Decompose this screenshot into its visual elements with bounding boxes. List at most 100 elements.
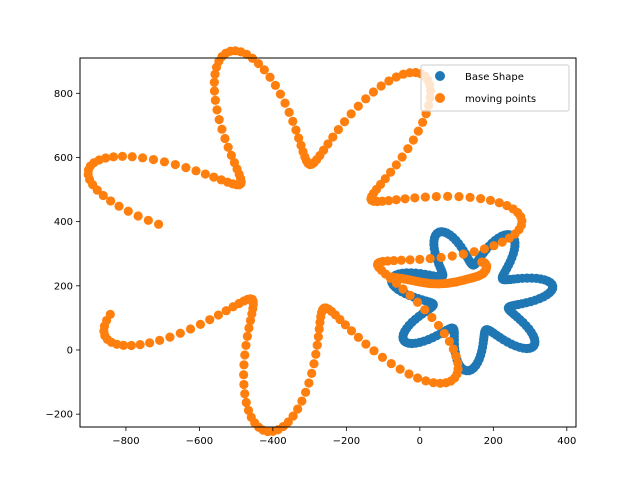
moving-point xyxy=(395,364,405,374)
moving-point xyxy=(209,172,219,182)
moving-point xyxy=(297,396,307,406)
moving-point xyxy=(427,312,437,323)
moving-point xyxy=(304,378,314,388)
moving-point xyxy=(118,340,129,350)
legend-marker-base-shape xyxy=(435,71,445,81)
moving-point xyxy=(242,331,252,341)
moving-point xyxy=(328,132,338,142)
moving-point xyxy=(448,344,458,354)
moving-point xyxy=(135,340,145,350)
moving-point xyxy=(138,153,148,163)
moving-point xyxy=(213,310,224,320)
moving-point xyxy=(106,196,116,206)
y-tick-label: 0 xyxy=(67,345,73,356)
moving-point xyxy=(397,152,407,162)
moving-point xyxy=(240,350,250,360)
moving-point xyxy=(314,324,324,334)
moving-point xyxy=(339,117,350,127)
moving-point xyxy=(494,198,504,208)
moving-point xyxy=(244,323,254,333)
moving-point xyxy=(377,352,388,362)
moving-point xyxy=(415,254,425,264)
moving-point xyxy=(431,191,441,202)
x-tick-label: 200 xyxy=(484,436,503,447)
x-tick-label: −400 xyxy=(259,436,286,447)
moving-point xyxy=(418,117,428,127)
moving-point xyxy=(243,405,254,415)
moving-point xyxy=(447,251,457,261)
moving-point xyxy=(239,379,249,390)
moving-point xyxy=(420,305,430,315)
moving-point xyxy=(175,328,185,338)
moving-point xyxy=(398,284,408,294)
moving-point xyxy=(294,133,304,143)
moving-point xyxy=(451,351,461,361)
moving-point xyxy=(353,101,363,111)
moving-point xyxy=(313,332,323,342)
moving-point xyxy=(403,144,413,154)
moving-point xyxy=(221,306,231,316)
moving-point xyxy=(288,116,298,126)
legend-marker-moving-points xyxy=(435,93,445,103)
moving-point xyxy=(181,163,191,173)
moving-point xyxy=(425,253,435,264)
moving-point xyxy=(502,201,512,211)
moving-point xyxy=(412,297,423,307)
plot-frame xyxy=(79,57,577,428)
moving-point xyxy=(145,338,155,348)
moving-point xyxy=(405,255,415,265)
moving-point xyxy=(293,404,303,414)
moving-point xyxy=(469,247,479,257)
moving-point xyxy=(391,195,401,205)
moving-point xyxy=(353,332,363,342)
moving-point xyxy=(220,133,230,144)
moving-point xyxy=(185,324,196,334)
y-tick-label: 600 xyxy=(54,153,73,164)
moving-point xyxy=(369,346,379,356)
moving-point xyxy=(253,58,264,69)
moving-point xyxy=(143,215,153,225)
moving-point xyxy=(376,81,386,91)
moving-point xyxy=(400,194,410,204)
moving-point xyxy=(133,211,143,221)
moving-point xyxy=(477,257,487,267)
moving-point xyxy=(209,77,219,87)
moving-point xyxy=(361,94,371,104)
moving-point xyxy=(368,87,378,97)
moving-point xyxy=(485,195,496,206)
y-tick-label: 200 xyxy=(54,281,73,292)
y-tick-label: −200 xyxy=(46,410,73,421)
moving-point xyxy=(312,340,322,350)
moving-point xyxy=(210,69,220,79)
moving-point xyxy=(217,124,227,134)
moving-point xyxy=(239,360,249,370)
x-tick-label: −600 xyxy=(186,436,213,447)
moving-point xyxy=(165,332,175,342)
moving-point xyxy=(114,201,124,211)
moving-point xyxy=(361,339,371,349)
x-tick-label: 400 xyxy=(557,436,576,447)
moving-point xyxy=(386,167,396,177)
x-tick-label: −200 xyxy=(333,436,360,447)
moving-point xyxy=(170,159,180,170)
legend-box xyxy=(420,64,570,112)
moving-point xyxy=(421,376,431,386)
moving-point xyxy=(259,65,269,75)
moving-point xyxy=(311,349,321,359)
moving-point xyxy=(127,152,137,162)
moving-point xyxy=(410,193,420,203)
moving-point xyxy=(154,219,164,229)
moving-point xyxy=(391,160,401,170)
moving-point xyxy=(280,98,290,108)
moving-point xyxy=(211,62,222,72)
moving-point xyxy=(380,174,390,184)
moving-point xyxy=(386,358,396,369)
moving-point xyxy=(465,192,475,202)
moving-point xyxy=(195,319,206,329)
moving-point xyxy=(476,194,486,204)
moving-point xyxy=(117,151,128,161)
moving-point xyxy=(405,290,415,300)
moving-point xyxy=(191,166,201,176)
moving-point xyxy=(288,411,298,421)
